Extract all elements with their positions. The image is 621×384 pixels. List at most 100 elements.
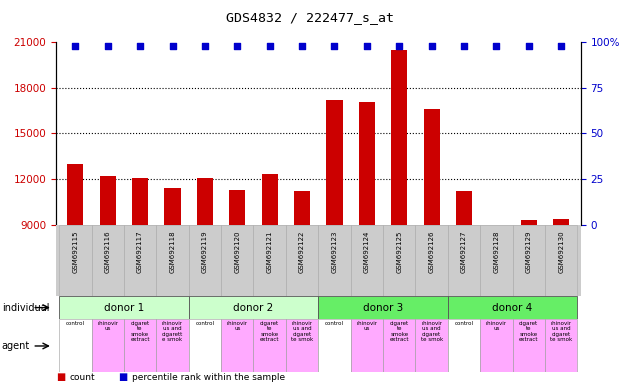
Bar [545,225,578,296]
Point [491,43,501,49]
Text: rhinovir
us and
cigaret
te smok: rhinovir us and cigaret te smok [291,321,313,342]
Bar [229,190,245,361]
Bar [480,319,512,372]
Text: individual: individual [2,303,49,313]
Point [168,43,178,49]
Text: cigaret
te
smoke
extract: cigaret te smoke extract [519,321,538,342]
Point [135,43,145,49]
Bar [448,225,480,296]
Text: GSM692126: GSM692126 [428,230,435,273]
Text: cigaret
te
smoke
extract: cigaret te smoke extract [130,321,150,342]
Bar [512,225,545,296]
Bar [318,225,351,296]
Text: GSM692130: GSM692130 [558,230,564,273]
Text: GSM692127: GSM692127 [461,230,467,273]
Bar [221,319,253,372]
Bar [197,177,213,361]
Bar [488,228,504,361]
Text: cigaret
te
smoke
extract: cigaret te smoke extract [389,321,409,342]
Point [102,43,112,49]
Text: rhinovir
us: rhinovir us [97,321,118,331]
Text: control: control [455,321,474,326]
Bar [286,225,318,296]
Text: GSM692117: GSM692117 [137,230,143,273]
Text: rhinovir
us: rhinovir us [227,321,248,331]
Bar [59,319,91,372]
Bar [521,220,537,361]
Text: donor 2: donor 2 [233,303,274,313]
Bar [391,50,407,361]
Text: GSM692118: GSM692118 [170,230,176,273]
Text: donor 1: donor 1 [104,303,144,313]
Point [427,43,437,49]
Bar [318,319,351,372]
Text: GSM692125: GSM692125 [396,230,402,273]
Bar [261,174,278,361]
Bar [132,177,148,361]
Bar [351,225,383,296]
Point [200,43,210,49]
Text: GSM692123: GSM692123 [332,230,337,273]
Bar [253,319,286,372]
Text: rhinovir
us and
cigarett
e smok: rhinovir us and cigarett e smok [162,321,183,342]
Bar [189,225,221,296]
Point [265,43,274,49]
Bar [59,296,189,319]
Text: control: control [325,321,344,326]
Bar [67,164,83,361]
Point [297,43,307,49]
Bar [351,319,383,372]
Bar [156,319,189,372]
Bar [359,101,375,361]
Text: rhinovir
us: rhinovir us [486,321,507,331]
Point [232,43,242,49]
Text: GSM692129: GSM692129 [526,230,532,273]
Bar [383,225,415,296]
Point [556,43,566,49]
Point [330,43,340,49]
Bar [99,176,116,361]
Text: GSM692122: GSM692122 [299,230,305,273]
Point [524,43,534,49]
Bar [327,100,343,361]
Text: GSM692121: GSM692121 [266,230,273,273]
Text: donor 4: donor 4 [492,303,533,313]
Bar [189,319,221,372]
Bar [294,191,310,361]
Bar [91,319,124,372]
Bar [553,218,569,361]
Bar [318,296,448,319]
Bar [480,225,512,296]
Bar [448,296,578,319]
Bar [448,319,480,372]
Bar [124,225,156,296]
Point [70,43,80,49]
Bar [253,225,286,296]
Text: percentile rank within the sample: percentile rank within the sample [132,374,285,382]
Text: GSM692120: GSM692120 [234,230,240,273]
Text: control: control [66,321,85,326]
Bar [383,319,415,372]
Bar [156,225,189,296]
Text: GSM692116: GSM692116 [105,230,111,273]
Bar [59,225,91,296]
Bar [512,319,545,372]
Point [362,43,372,49]
Text: control: control [196,321,214,326]
Bar [415,225,448,296]
Text: rhinovir
us: rhinovir us [356,321,378,331]
Point [459,43,469,49]
Text: rhinovir
us and
cigaret
te smok: rhinovir us and cigaret te smok [550,321,573,342]
Bar [124,319,156,372]
Point [394,43,404,49]
Text: rhinovir
us and
cigaret
te smok: rhinovir us and cigaret te smok [420,321,443,342]
Text: ■: ■ [56,372,65,382]
Text: GSM692124: GSM692124 [364,230,370,273]
Bar [189,296,318,319]
Bar [415,319,448,372]
Bar [165,188,181,361]
Text: ■: ■ [118,372,127,382]
Bar [456,191,472,361]
Bar [221,225,253,296]
Text: GSM692128: GSM692128 [494,230,499,273]
